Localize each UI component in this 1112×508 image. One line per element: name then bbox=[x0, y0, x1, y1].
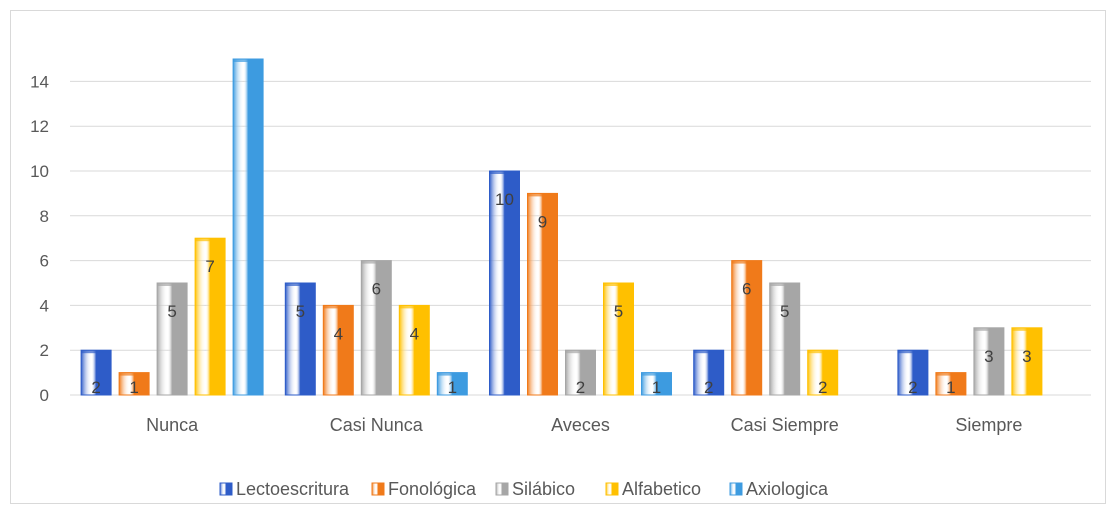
bar-cap bbox=[565, 350, 596, 354]
category-label-siempre: Siempre bbox=[955, 415, 1022, 435]
bar-cap bbox=[769, 283, 800, 286]
legend: Lectoescritura Fonológica Silábico Alfabeti… bbox=[219, 479, 829, 499]
bar-alfabetico-casi-siempre bbox=[807, 349, 839, 396]
data-label: 1 bbox=[652, 378, 661, 397]
y-tick-label: 6 bbox=[40, 252, 49, 271]
legend-swatch bbox=[495, 482, 509, 496]
bar-lectoescritura-aveces bbox=[489, 170, 520, 396]
y-tick-label: 8 bbox=[40, 207, 49, 226]
bar-cap bbox=[399, 305, 430, 309]
data-label: 3 bbox=[984, 347, 993, 366]
chart-frame: 0 2 4 6 8 10 12 14 2 1 5 7 5 4 6 4 1 10 9 2 5 1 2 6 5 2 2 1 3 3 Nunc… bbox=[10, 10, 1106, 504]
data-label: 9 bbox=[538, 212, 547, 231]
category-label-nunca: Nunca bbox=[146, 415, 199, 435]
bar-silabico-nunca bbox=[156, 282, 188, 396]
x-axis-categories: Nunca Casi Nunca Aveces Casi Siempre Siempre bbox=[146, 415, 1022, 435]
legend-item-silabico: Silábico bbox=[495, 479, 575, 499]
bar-cap bbox=[361, 260, 392, 264]
data-label: 2 bbox=[91, 378, 100, 397]
bar-fonologica-casi-nunca bbox=[322, 304, 354, 396]
bar-silabico-siempre bbox=[973, 327, 1005, 396]
legend-item-lectoescritura: Lectoescritura bbox=[219, 479, 350, 499]
legend-label: Axiologica bbox=[746, 479, 829, 499]
bar-cap bbox=[233, 59, 264, 62]
data-label: 3 bbox=[1022, 347, 1031, 366]
data-label: 4 bbox=[410, 324, 419, 343]
legend-swatch bbox=[729, 482, 743, 496]
bar-alfabetico-aveces bbox=[603, 282, 634, 396]
bar-cap bbox=[641, 372, 672, 376]
legend-item-axiologica: Axiologica bbox=[729, 479, 829, 499]
bar-cap bbox=[437, 372, 468, 376]
legend-label: Lectoescritura bbox=[236, 479, 350, 499]
data-label: 4 bbox=[334, 324, 343, 343]
bar-cap bbox=[323, 305, 354, 309]
y-axis-ticks: 0 2 4 6 8 10 12 14 bbox=[30, 72, 49, 405]
bar-cap bbox=[527, 193, 558, 197]
data-label: 1 bbox=[448, 378, 457, 397]
data-labels: 2 1 5 7 5 4 6 4 1 10 9 2 5 1 2 6 5 2 2 1 3 3 bbox=[91, 190, 1031, 397]
bar-cap bbox=[489, 171, 520, 174]
y-tick-label: 2 bbox=[40, 341, 49, 360]
category-label-casi-siempre: Casi Siempre bbox=[731, 415, 839, 435]
bar-lectoescritura-nunca bbox=[80, 349, 112, 396]
data-label: 6 bbox=[742, 280, 751, 299]
bar-cap bbox=[285, 283, 316, 286]
bar-cap bbox=[693, 350, 724, 354]
bar-cap bbox=[807, 350, 838, 354]
y-tick-label: 14 bbox=[30, 72, 49, 91]
bar-cap bbox=[731, 260, 762, 264]
legend-item-alfabetico: Alfabetico bbox=[605, 479, 701, 499]
data-label: 1 bbox=[129, 378, 138, 397]
data-label: 2 bbox=[908, 378, 917, 397]
data-label: 5 bbox=[614, 302, 623, 321]
data-label: 10 bbox=[495, 190, 514, 209]
data-label: 2 bbox=[576, 378, 585, 397]
bar-lectoescritura-casi-nunca bbox=[284, 282, 316, 396]
y-tick-label: 12 bbox=[30, 117, 49, 136]
bar-cap bbox=[1011, 327, 1042, 331]
bar-axiologica-nunca bbox=[232, 58, 264, 396]
data-label: 7 bbox=[205, 257, 214, 276]
data-label: 2 bbox=[818, 378, 827, 397]
bar-fonologica-aveces bbox=[527, 192, 558, 396]
bar-cap bbox=[973, 327, 1004, 331]
bar-cap bbox=[897, 350, 928, 354]
bar-cap bbox=[935, 372, 966, 376]
legend-label: Fonológica bbox=[388, 479, 477, 499]
data-label: 6 bbox=[372, 280, 381, 299]
data-label: 5 bbox=[296, 302, 305, 321]
bar-cap bbox=[157, 283, 188, 286]
bar-silabico-casi-nunca bbox=[360, 260, 392, 396]
bar-alfabetico-casi-nunca bbox=[398, 304, 430, 396]
bar-alfabetico-nunca bbox=[194, 237, 226, 396]
bar-silabico-casi-siempre bbox=[769, 282, 801, 396]
bar-silabico-aveces bbox=[565, 349, 596, 396]
y-tick-label: 0 bbox=[40, 386, 49, 405]
y-tick-label: 4 bbox=[40, 296, 49, 315]
legend-swatch bbox=[371, 482, 385, 496]
bar-fonologica-casi-siempre bbox=[731, 260, 763, 396]
data-label: 5 bbox=[167, 302, 176, 321]
bar-cap bbox=[119, 372, 150, 376]
legend-label: Alfabetico bbox=[622, 479, 701, 499]
data-label: 2 bbox=[704, 378, 713, 397]
data-label: 5 bbox=[780, 302, 789, 321]
legend-item-fonologica: Fonológica bbox=[371, 479, 477, 499]
bar-lectoescritura-siempre bbox=[897, 349, 929, 396]
bar-cap bbox=[603, 283, 634, 286]
category-label-casi-nunca: Casi Nunca bbox=[330, 415, 424, 435]
legend-swatch bbox=[219, 482, 233, 496]
legend-swatch bbox=[605, 482, 619, 496]
y-tick-label: 10 bbox=[30, 162, 49, 181]
bar-cap bbox=[195, 238, 226, 242]
category-label-aveces: Aveces bbox=[551, 415, 610, 435]
bars bbox=[80, 58, 1043, 396]
legend-label: Silábico bbox=[512, 479, 575, 499]
bar-cap bbox=[81, 350, 112, 354]
data-label: 1 bbox=[946, 378, 955, 397]
bar-alfabetico-siempre bbox=[1011, 327, 1043, 396]
